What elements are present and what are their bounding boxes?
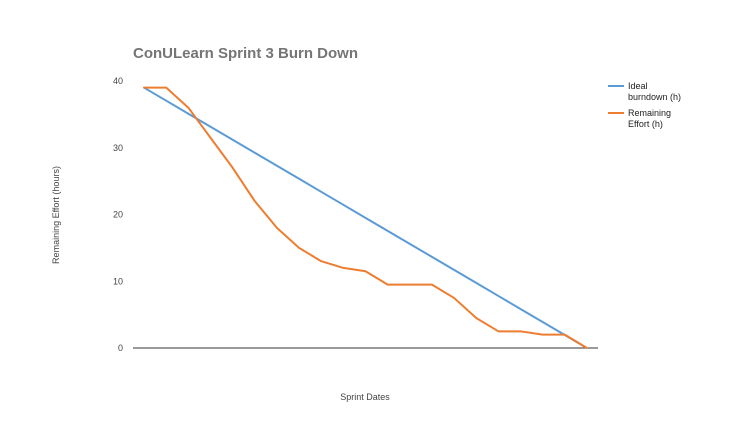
legend-label: Ideal burndown (h) (628, 81, 681, 102)
legend-item: Ideal burndown (h) (608, 81, 681, 102)
legend-label: Remaining Effort (h) (628, 108, 671, 129)
y-axis-ticks: 0 10 20 30 40 (113, 76, 123, 353)
series-line (143, 86, 588, 349)
chart-title: ConULearn Sprint 3 Burn Down (133, 45, 358, 62)
series-layer (143, 86, 588, 349)
y-axis-title: Remaining Effort (hours) (51, 166, 61, 264)
y-tick-label: 0 (118, 343, 123, 353)
y-tick-label: 10 (113, 276, 123, 286)
legend: Ideal burndown (h) Remaining Effort (h) (608, 81, 681, 129)
legend-item: Remaining Effort (h) (608, 108, 671, 129)
series-group (143, 86, 588, 349)
series-group (143, 86, 588, 349)
y-tick-label: 20 (113, 210, 123, 220)
x-axis-title: Sprint Dates (340, 392, 390, 402)
y-tick-label: 40 (113, 76, 123, 86)
y-tick-label: 30 (113, 143, 123, 153)
series-line (143, 86, 588, 349)
